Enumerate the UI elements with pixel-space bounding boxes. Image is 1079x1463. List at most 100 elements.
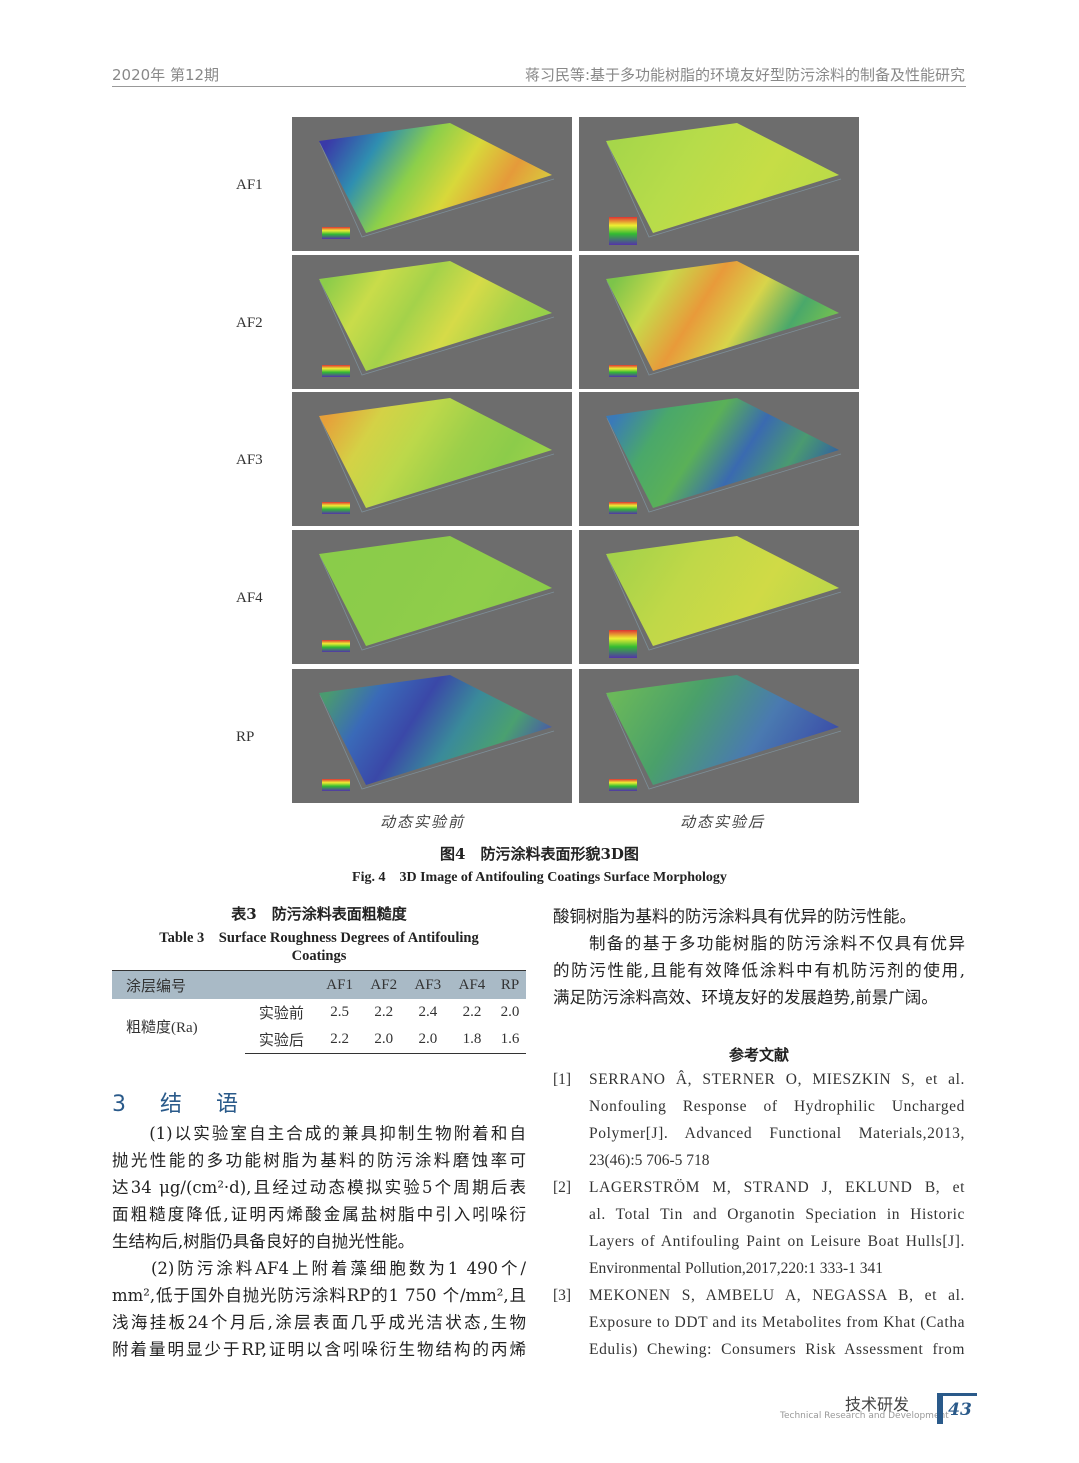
axis-box [319, 694, 555, 790]
color-scale-legend [609, 630, 637, 658]
axis-box [606, 555, 842, 651]
color-scale-legend [609, 365, 637, 377]
surface-3d-panel-af2-before [292, 255, 572, 389]
surface-3d-panel-af4-before [292, 530, 572, 664]
surface-3d-panel-af2-after [579, 255, 859, 389]
header-cell [245, 970, 318, 999]
text-line: 浅海挂板24个月后,涂层表面几乎成光洁状态,生物 [112, 1313, 526, 1332]
row-label-af3: AF3 [236, 452, 263, 468]
axis-box [319, 417, 555, 513]
table-header-row: 涂层编号 AF1 AF2 AF3 AF4 RP [112, 970, 526, 999]
surface-3d-panel-rp-before [292, 669, 572, 803]
header-rule [112, 86, 966, 87]
text-line: (2)防污涂料AF4上附着藻细胞数为1 490个/ [112, 1259, 526, 1278]
surface [606, 536, 839, 646]
header-cell: 涂层编号 [112, 970, 246, 999]
row-label-roughness: 粗糙度(Ra) [126, 1019, 198, 1036]
surface [606, 398, 839, 508]
reference-number: [2] [553, 1179, 572, 1196]
section-heading: 3 结 语 [112, 1092, 244, 1117]
reference-text-line: al. Total Tin and Organotin Speciation i… [589, 1206, 965, 1223]
surface-3d-panel-af3-before [292, 392, 572, 526]
cell: 2.5 [330, 1004, 349, 1020]
footer-section-cn: 技术研发 [845, 1395, 910, 1414]
header-cell: RP [494, 970, 526, 999]
axis-box [606, 694, 842, 790]
reference-text-line: MEKONEN S, AMBELU A, NEGASSA B, et al. [589, 1287, 965, 1304]
cell: 2.2 [462, 1004, 482, 1020]
reference-number: [1] [553, 1071, 572, 1088]
surface-3d-panel-af1-before [292, 117, 572, 251]
cell: 2.0 [405, 1026, 450, 1054]
axis-box [319, 142, 555, 238]
roughness-table: 涂层编号 AF1 AF2 AF3 AF4 RP 粗糙度(Ra) 实验前 2.5 … [112, 970, 526, 1054]
text-line: mm²,低于国外自抛光防污涂料RP的1 750 个/mm²,且 [112, 1286, 526, 1305]
surface [606, 675, 839, 785]
cell: 1.8 [449, 1026, 495, 1054]
figure-caption-en: Fig. 4 3D Image of Antifouling Coatings … [352, 870, 727, 885]
color-scale-legend [322, 227, 350, 239]
figure-caption-cn: 图4 防污涂料表面形貌3D图 [440, 845, 639, 863]
axis-box [606, 417, 842, 513]
text-line: 制备的基于多功能树脂的防污涂料不仅具有优异 [553, 934, 965, 953]
cell: 2.4 [418, 1004, 438, 1020]
running-header-issue: 2020年 第12期 [112, 66, 220, 84]
text-line: 满足防污涂料高效、环境友好的发展趋势,前景广阔。 [553, 988, 938, 1007]
cell: 2.2 [374, 1004, 394, 1020]
row-label: 实验前 [258, 1006, 304, 1022]
surface-3d-panel-af1-after [579, 117, 859, 251]
cell: 2.2 [317, 1026, 362, 1054]
page-number: 43 [937, 1393, 977, 1424]
reference-text-line: Polymer[J]. Advanced Functional Material… [589, 1125, 965, 1142]
text-line: (1)以实验室自主合成的兼具抑制生物附着和自 [112, 1124, 526, 1143]
color-scale-legend [322, 502, 350, 514]
column-caption-before: 动态实验前 [380, 813, 466, 831]
color-scale-legend [609, 502, 637, 514]
text-line: 抛光性能的多功能树脂为基料的防污涂料磨蚀率可 [112, 1151, 526, 1170]
reference-number: [3] [553, 1287, 572, 1304]
references-heading: 参考文献 [728, 1046, 789, 1064]
surface-3d-panel-af3-after [579, 392, 859, 526]
axis-box [606, 280, 842, 376]
header-cell: AF3 [405, 970, 450, 999]
reference-text-line: 23(46):5 706-5 718 [589, 1152, 710, 1169]
cell: 1.6 [494, 1026, 526, 1054]
text-line: 附着量明显少于RP,证明以含吲哚衍生物结构的丙烯 [112, 1340, 526, 1359]
table-caption-cn: 表3 防污涂料表面粗糙度 [231, 905, 407, 923]
running-header-title: 蒋习民等:基于多功能树脂的环境友好型防污涂料的制备及性能研究 [524, 66, 965, 84]
text-line: 酸铜树脂为基料的防污涂料具有优异的防污性能。 [553, 907, 916, 926]
row-label-af1: AF1 [236, 177, 263, 193]
surface [319, 675, 552, 785]
row-label-af2: AF2 [236, 315, 263, 331]
color-scale-legend [609, 779, 637, 791]
reference-text-line: Edulis) Chewing: Consumers Risk Assessme… [589, 1341, 965, 1358]
row-label: 实验后 [245, 1026, 318, 1054]
reference-text-line: Exposure to DDT and its Metabolites from… [589, 1314, 966, 1331]
cell: 2.0 [500, 1004, 520, 1020]
axis-box [319, 280, 555, 376]
color-scale-legend [322, 779, 350, 791]
header-cell: AF2 [361, 970, 406, 999]
header-cell: AF4 [449, 970, 495, 999]
surface [606, 123, 839, 233]
table-caption-en: Table 3 Surface Roughness Degrees of Ant… [159, 930, 479, 946]
surface-3d-panel-af4-after [579, 530, 859, 664]
footer-section-en: Technical Research and Development [780, 1411, 949, 1421]
text-line: 达34 μg/(cm²·d),且经过动态模拟实验5个周期后表 [112, 1178, 526, 1197]
table-row: 粗糙度(Ra) 实验前 2.5 2.2 2.4 2.2 2.0 [112, 999, 526, 1036]
color-scale-legend [322, 365, 350, 377]
text-line: 的防污性能,且能有效降低涂料中有机防污剂的使用, [553, 961, 965, 980]
axis-box [319, 555, 555, 651]
table-caption-en-cont: Coatings [291, 948, 347, 964]
surface-3d-panel-rp-after [579, 669, 859, 803]
surface [606, 261, 839, 371]
header-cell: AF1 [317, 970, 362, 999]
cell: 2.0 [361, 1026, 406, 1054]
reference-text-line: Environmental Pollution,2017,220:1 333-1… [589, 1260, 884, 1277]
color-scale-legend [322, 640, 350, 652]
column-caption-after: 动态实验后 [680, 813, 766, 831]
text-line: 生结构后,树脂仍具备良好的自抛光性能。 [112, 1232, 415, 1251]
reference-text-line: LAGERSTRÖM M, STRAND J, EKLUND B, et [589, 1179, 965, 1196]
text-line: 面粗糙度降低,证明丙烯酸金属盐树脂中引入吲哚衍 [112, 1205, 526, 1224]
color-scale-legend [609, 217, 637, 245]
